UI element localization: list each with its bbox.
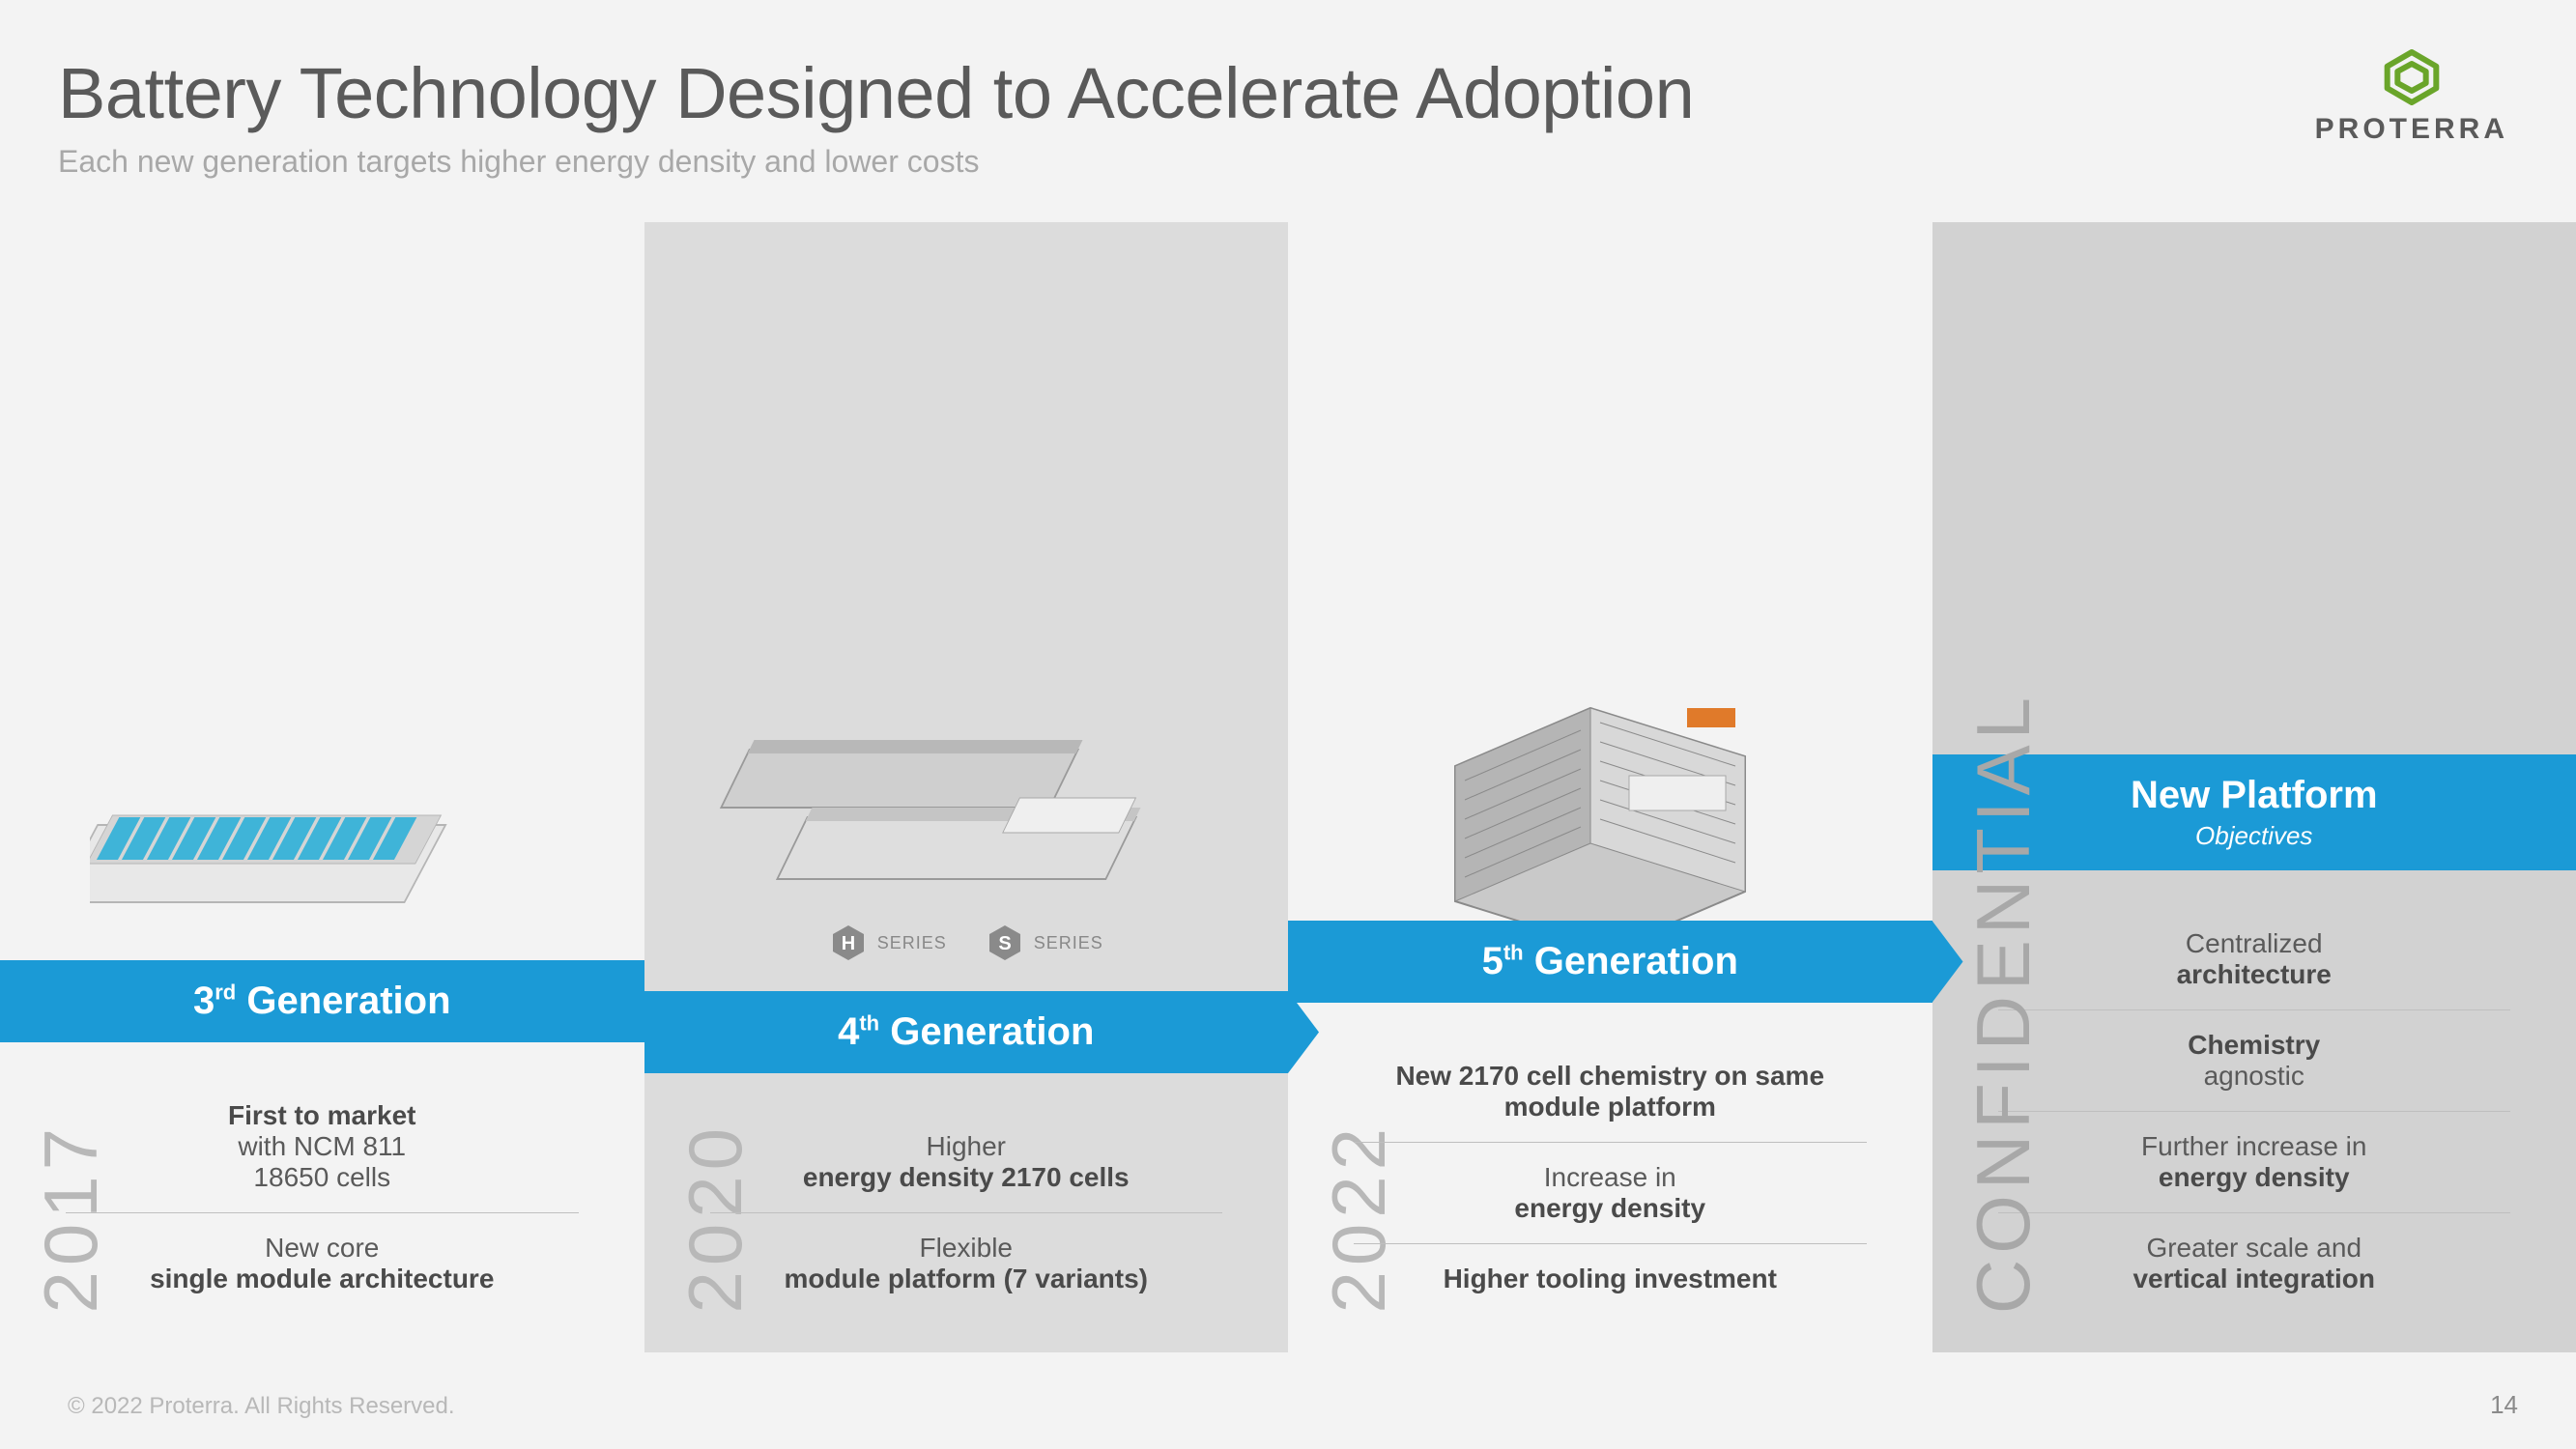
column-gen4: H SERIES S SERIES 4th Generation Higher … xyxy=(644,222,1289,1352)
column-new-platform: New Platform Objectives Centralized arch… xyxy=(1932,222,2576,1352)
feature-item: Flexible module platform (7 variants) xyxy=(710,1213,1223,1314)
svg-text:H: H xyxy=(841,933,854,954)
column-gen5: 5th Generation New 2170 cell chemistry o… xyxy=(1288,222,1932,1352)
feature-item: First to market with NCM 811 18650 cells xyxy=(66,1081,579,1213)
battery-pack-5-icon xyxy=(1305,631,1915,901)
gen5-banner: 5th Generation xyxy=(1288,921,1932,1003)
brand-name: PROTERRA xyxy=(2315,113,2508,146)
feature-item: Higher tooling investment xyxy=(1354,1244,1867,1314)
feature-item: Chemistry agnostic xyxy=(1998,1010,2511,1112)
feature-item: Greater scale and vertical integration xyxy=(1998,1213,2511,1314)
copyright-footer: © 2022 Proterra. All Rights Reserved. xyxy=(68,1393,455,1420)
feature-item: New 2170 cell chemistry on same module p… xyxy=(1354,1041,1867,1143)
battery-module-4-icon xyxy=(662,672,1272,904)
feature-item: Increase in energy density xyxy=(1354,1143,1867,1244)
battery-module-3-icon xyxy=(17,728,627,941)
series-badges: H SERIES S SERIES xyxy=(662,923,1272,962)
feature-item: New core single module architecture xyxy=(66,1213,579,1314)
hexagon-icon xyxy=(2315,48,2508,111)
slide-subtitle: Each new generation targets higher energ… xyxy=(58,144,2518,180)
gen3-banner: 3rd Generation xyxy=(0,960,644,1042)
slide-title: Battery Technology Designed to Accelerat… xyxy=(58,52,2518,134)
confidential-label: CONFIDENTIAL xyxy=(1960,692,2047,1314)
series-badge-h: H SERIES xyxy=(829,923,947,962)
svg-text:S: S xyxy=(998,933,1011,954)
gen4-banner: 4th Generation xyxy=(644,991,1289,1073)
feature-item: Further increase in energy density xyxy=(1998,1112,2511,1213)
generation-columns: 3rd Generation First to market with NCM … xyxy=(0,222,2576,1352)
feature-item: Higher energy density 2170 cells xyxy=(710,1112,1223,1213)
column-gen3: 3rd Generation First to market with NCM … xyxy=(0,222,644,1352)
feature-item: Centralized architecture xyxy=(1998,909,2511,1010)
brand-logo: PROTERRA xyxy=(2315,48,2508,146)
year-label: 2017 xyxy=(27,1122,115,1314)
series-badge-s: S SERIES xyxy=(986,923,1103,962)
page-number: 14 xyxy=(2490,1390,2518,1420)
